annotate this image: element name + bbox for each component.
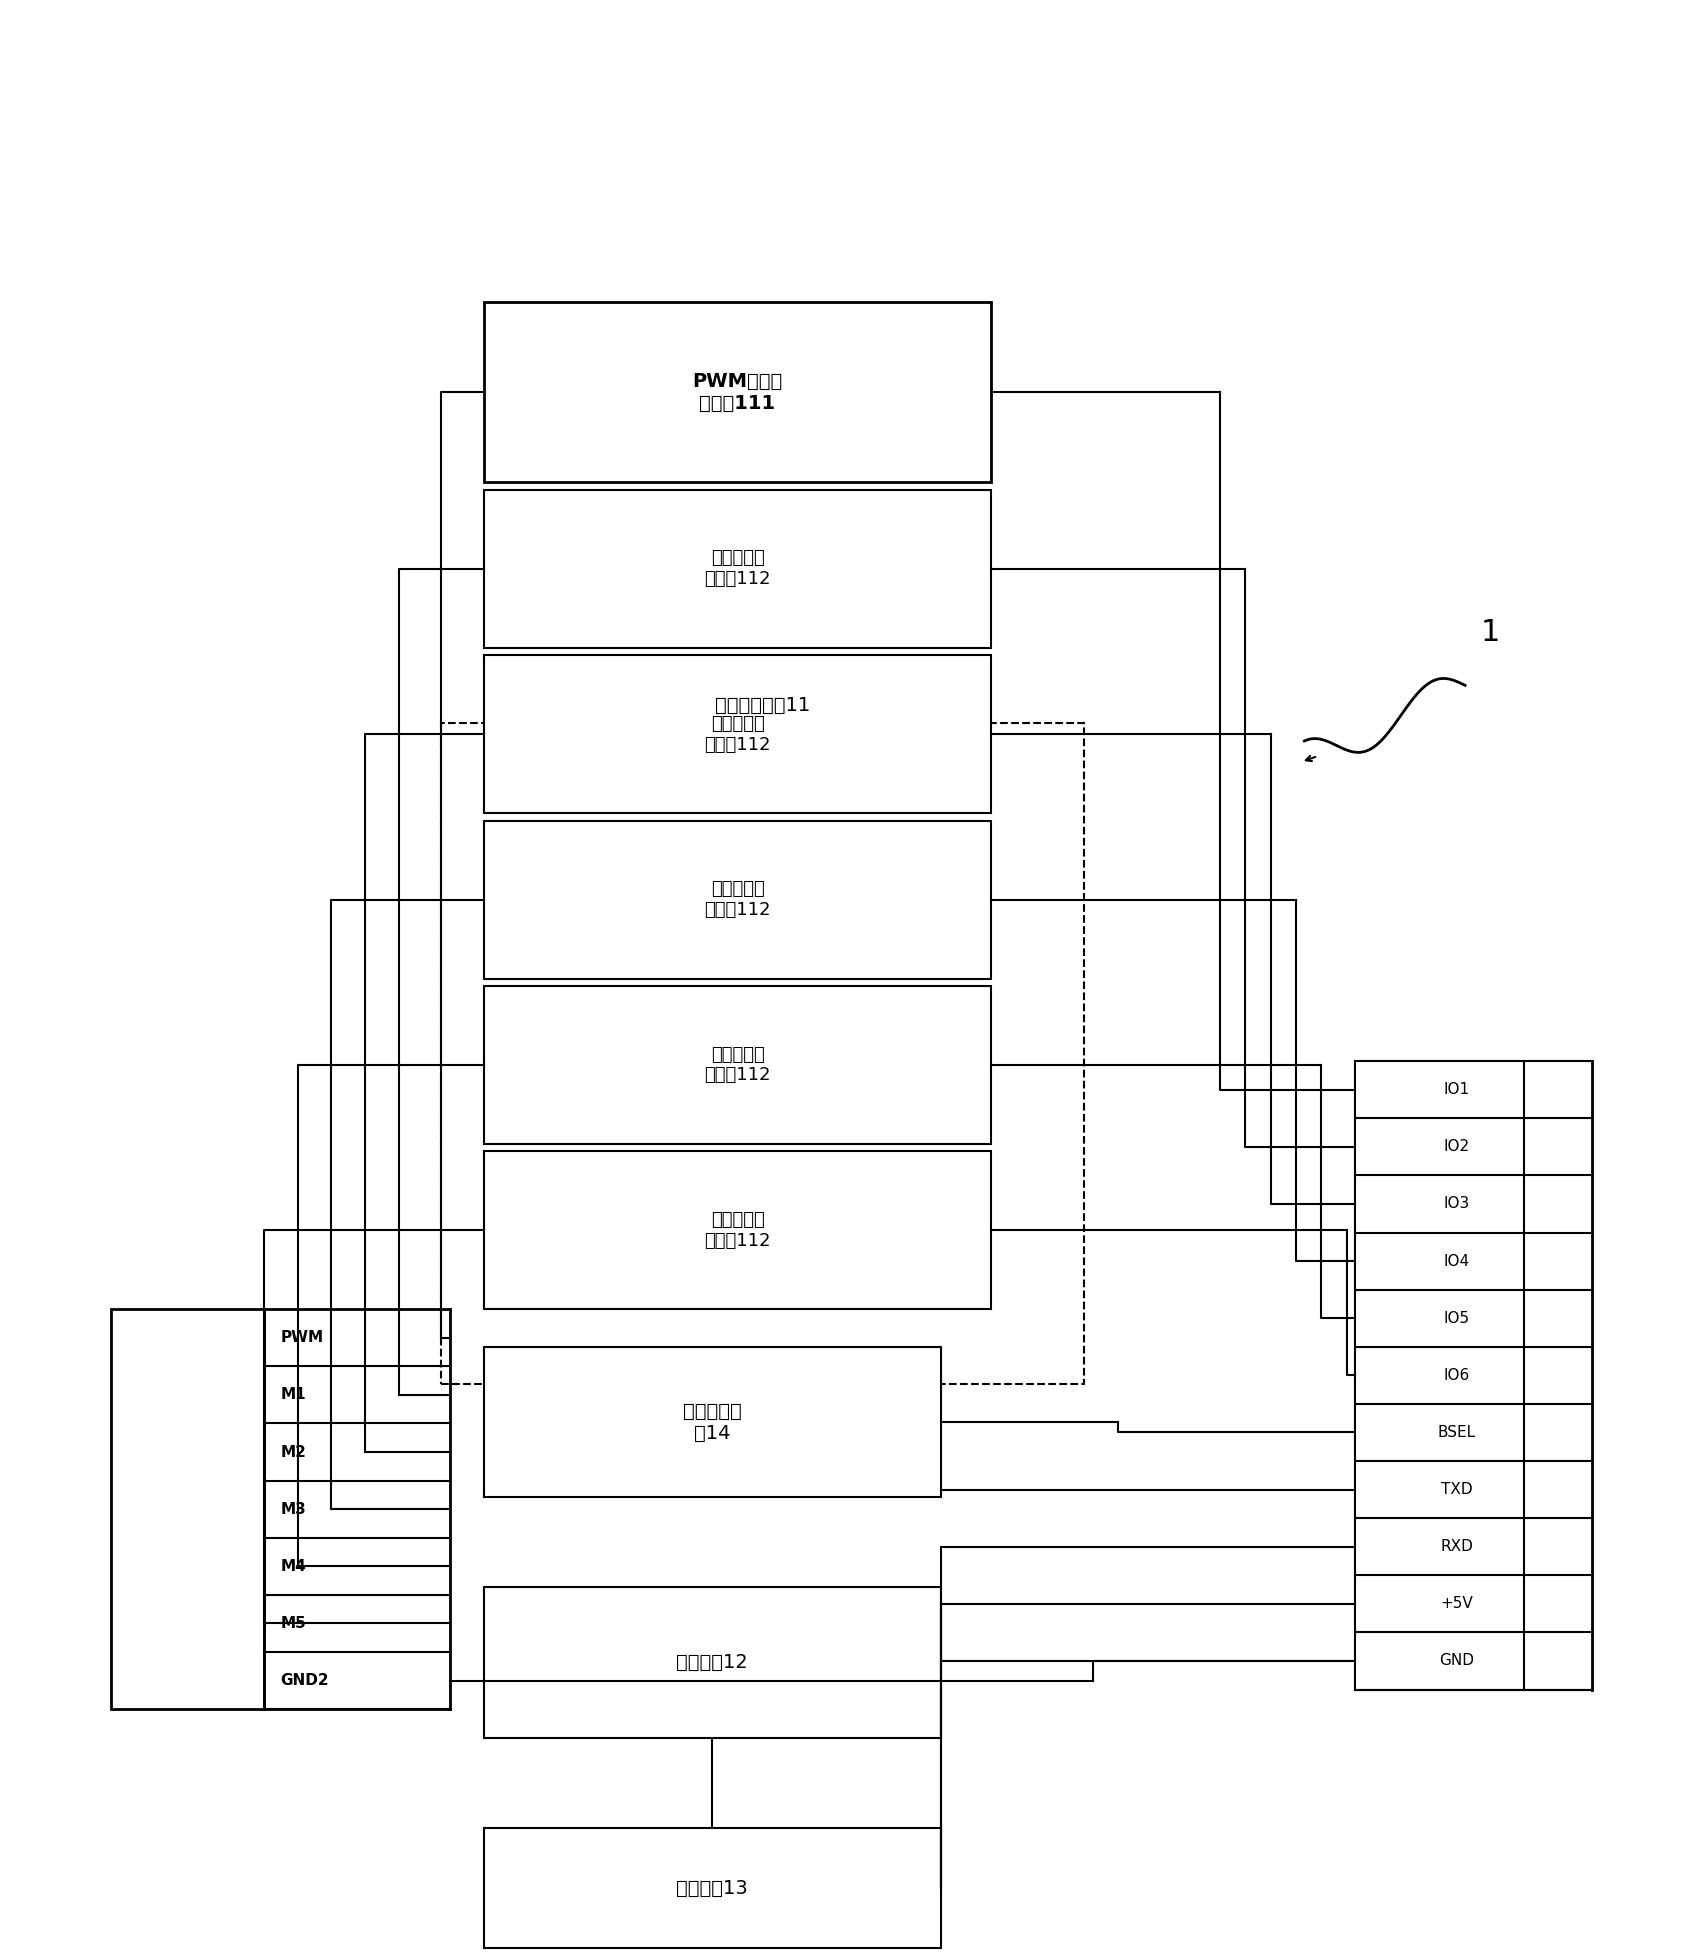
Text: 档位信号转
换电路112: 档位信号转 换电路112 (703, 550, 771, 589)
Text: IO3: IO3 (1444, 1196, 1470, 1211)
Text: M1: M1 (281, 1388, 307, 1403)
Text: +5V: +5V (1441, 1597, 1473, 1611)
Text: 身份识别电
路14: 身份识别电 路14 (683, 1401, 741, 1442)
Text: IO4: IO4 (1444, 1254, 1470, 1268)
FancyBboxPatch shape (112, 1309, 264, 1708)
Text: 信号转换电路11: 信号转换电路11 (715, 697, 810, 716)
Text: 蓝牙模块12: 蓝牙模块12 (676, 1654, 747, 1671)
Text: IO1: IO1 (1444, 1082, 1470, 1098)
Text: IO6: IO6 (1444, 1368, 1470, 1384)
Text: PWM信号转
换电路111: PWM信号转 换电路111 (692, 372, 783, 413)
Text: M4: M4 (281, 1560, 307, 1573)
FancyBboxPatch shape (483, 820, 992, 978)
Text: M5: M5 (281, 1616, 307, 1630)
Text: 档位信号转
换电路112: 档位信号转 换电路112 (703, 881, 771, 920)
Text: TXD: TXD (1441, 1481, 1473, 1497)
Text: 档位信号转
换电路112: 档位信号转 换电路112 (703, 1211, 771, 1251)
FancyBboxPatch shape (483, 301, 992, 483)
Text: GND2: GND2 (281, 1673, 329, 1689)
Text: PWM: PWM (281, 1331, 324, 1344)
Text: M3: M3 (281, 1501, 307, 1517)
Text: IO2: IO2 (1444, 1139, 1470, 1155)
Text: GND: GND (1439, 1654, 1475, 1669)
Text: M2: M2 (281, 1444, 307, 1460)
Text: 档位信号转
换电路112: 档位信号转 换电路112 (703, 714, 771, 753)
FancyBboxPatch shape (483, 1587, 941, 1738)
Text: RXD: RXD (1441, 1540, 1473, 1554)
FancyBboxPatch shape (483, 656, 992, 814)
Text: 1: 1 (1481, 618, 1500, 648)
Text: BSEL: BSEL (1437, 1425, 1476, 1440)
FancyBboxPatch shape (483, 1828, 941, 1947)
Text: 电源单元13: 电源单元13 (676, 1879, 747, 1898)
FancyBboxPatch shape (483, 489, 992, 648)
FancyBboxPatch shape (483, 986, 992, 1143)
FancyBboxPatch shape (483, 1346, 941, 1497)
FancyBboxPatch shape (441, 722, 1085, 1384)
FancyBboxPatch shape (483, 1151, 992, 1309)
Text: IO5: IO5 (1444, 1311, 1470, 1325)
Text: 档位信号转
换电路112: 档位信号转 换电路112 (703, 1045, 771, 1084)
